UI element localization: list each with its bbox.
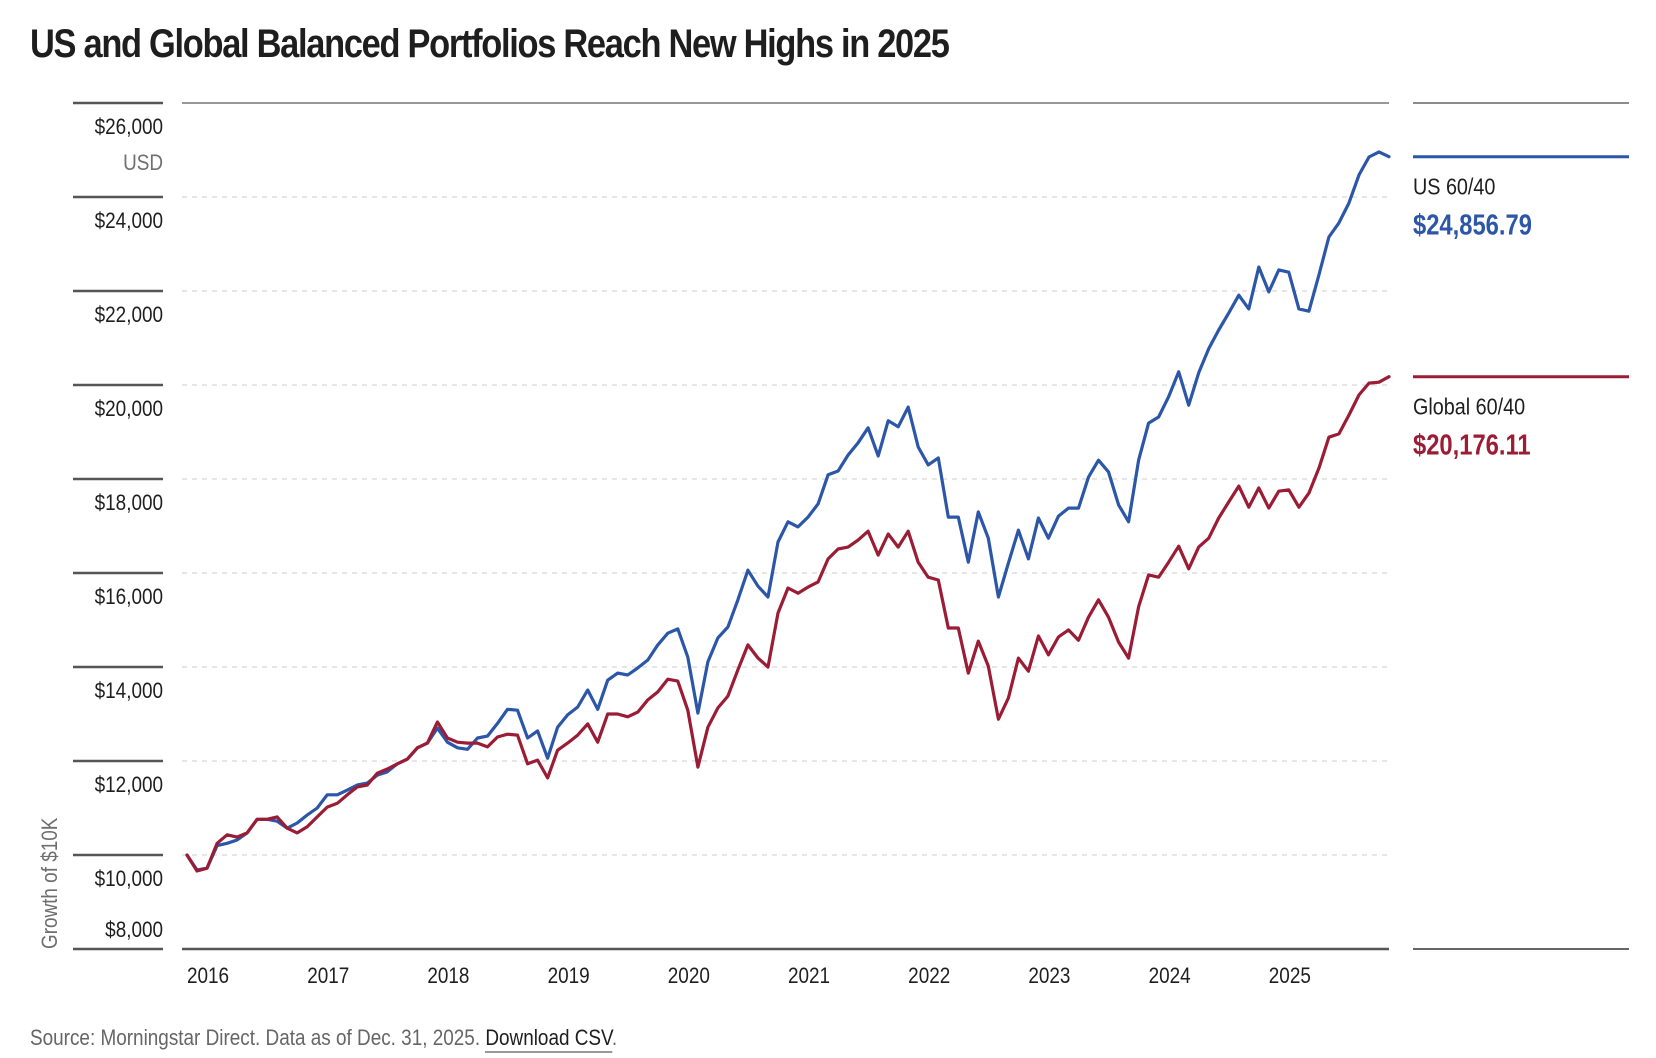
gridlines [182, 102, 1389, 951]
source-text: Source: Morningstar Direct. Data as of D… [30, 1025, 486, 1050]
y-tick-label: $20,000 [95, 397, 163, 422]
x-tick-label: 2022 [908, 964, 950, 989]
y-unit-label: USD [123, 151, 163, 176]
y-tick-label: $8,000 [105, 918, 163, 943]
legend-value-us-60-40: $24,856.79 [1413, 208, 1532, 241]
y-tick-label: $22,000 [95, 303, 163, 328]
series-lines [185, 150, 1391, 873]
x-tick-label: 2023 [1028, 964, 1070, 989]
x-tick-label: 2016 [187, 964, 229, 989]
x-tick-label: 2021 [788, 964, 830, 989]
y-tick-label: $14,000 [95, 679, 163, 704]
series-line-us-60-40 [185, 150, 1391, 872]
y-axis: $8,000 $10,000 $12,000 $14,000 $16,000 $18,00… [73, 101, 163, 951]
source-trailing: . [611, 1025, 618, 1050]
chart-title: US and Global Balanced Portfolios Reach … [30, 22, 950, 66]
x-axis: 2016 2017 2018 2019 2020 2021 2022 2023 2024 2025 [187, 964, 1311, 989]
y-axis-title: Growth of $10K [38, 817, 63, 949]
x-tick-label: 2024 [1149, 964, 1191, 989]
y-tick-label: $16,000 [95, 585, 163, 610]
y-tick-label: $10,000 [95, 867, 163, 892]
legend-name-us-60-40: US 60/40 [1413, 174, 1495, 200]
x-tick-label: 2025 [1269, 964, 1311, 989]
legend: US 60/40 $24,856.79 Global 60/40 $20,176.11 [1413, 102, 1629, 950]
x-tick-label: 2018 [427, 964, 469, 989]
y-tick-label: $18,000 [95, 491, 163, 516]
legend-name-global-60-40: Global 60/40 [1413, 394, 1525, 420]
y-tick-label: $24,000 [95, 209, 163, 234]
y-tick-label: $12,000 [95, 773, 163, 798]
y-tick-label: $26,000 [95, 115, 163, 140]
source-note: Source: Morningstar Direct. Data as of D… [30, 1025, 618, 1053]
x-tick-label: 2020 [668, 964, 710, 989]
download-csv-link[interactable]: Download CSV [485, 1025, 612, 1053]
series-line-global-60-40 [185, 375, 1391, 873]
legend-value-global-60-40: $20,176.11 [1413, 428, 1531, 461]
x-tick-label: 2017 [307, 964, 349, 989]
x-tick-label: 2019 [548, 964, 590, 989]
